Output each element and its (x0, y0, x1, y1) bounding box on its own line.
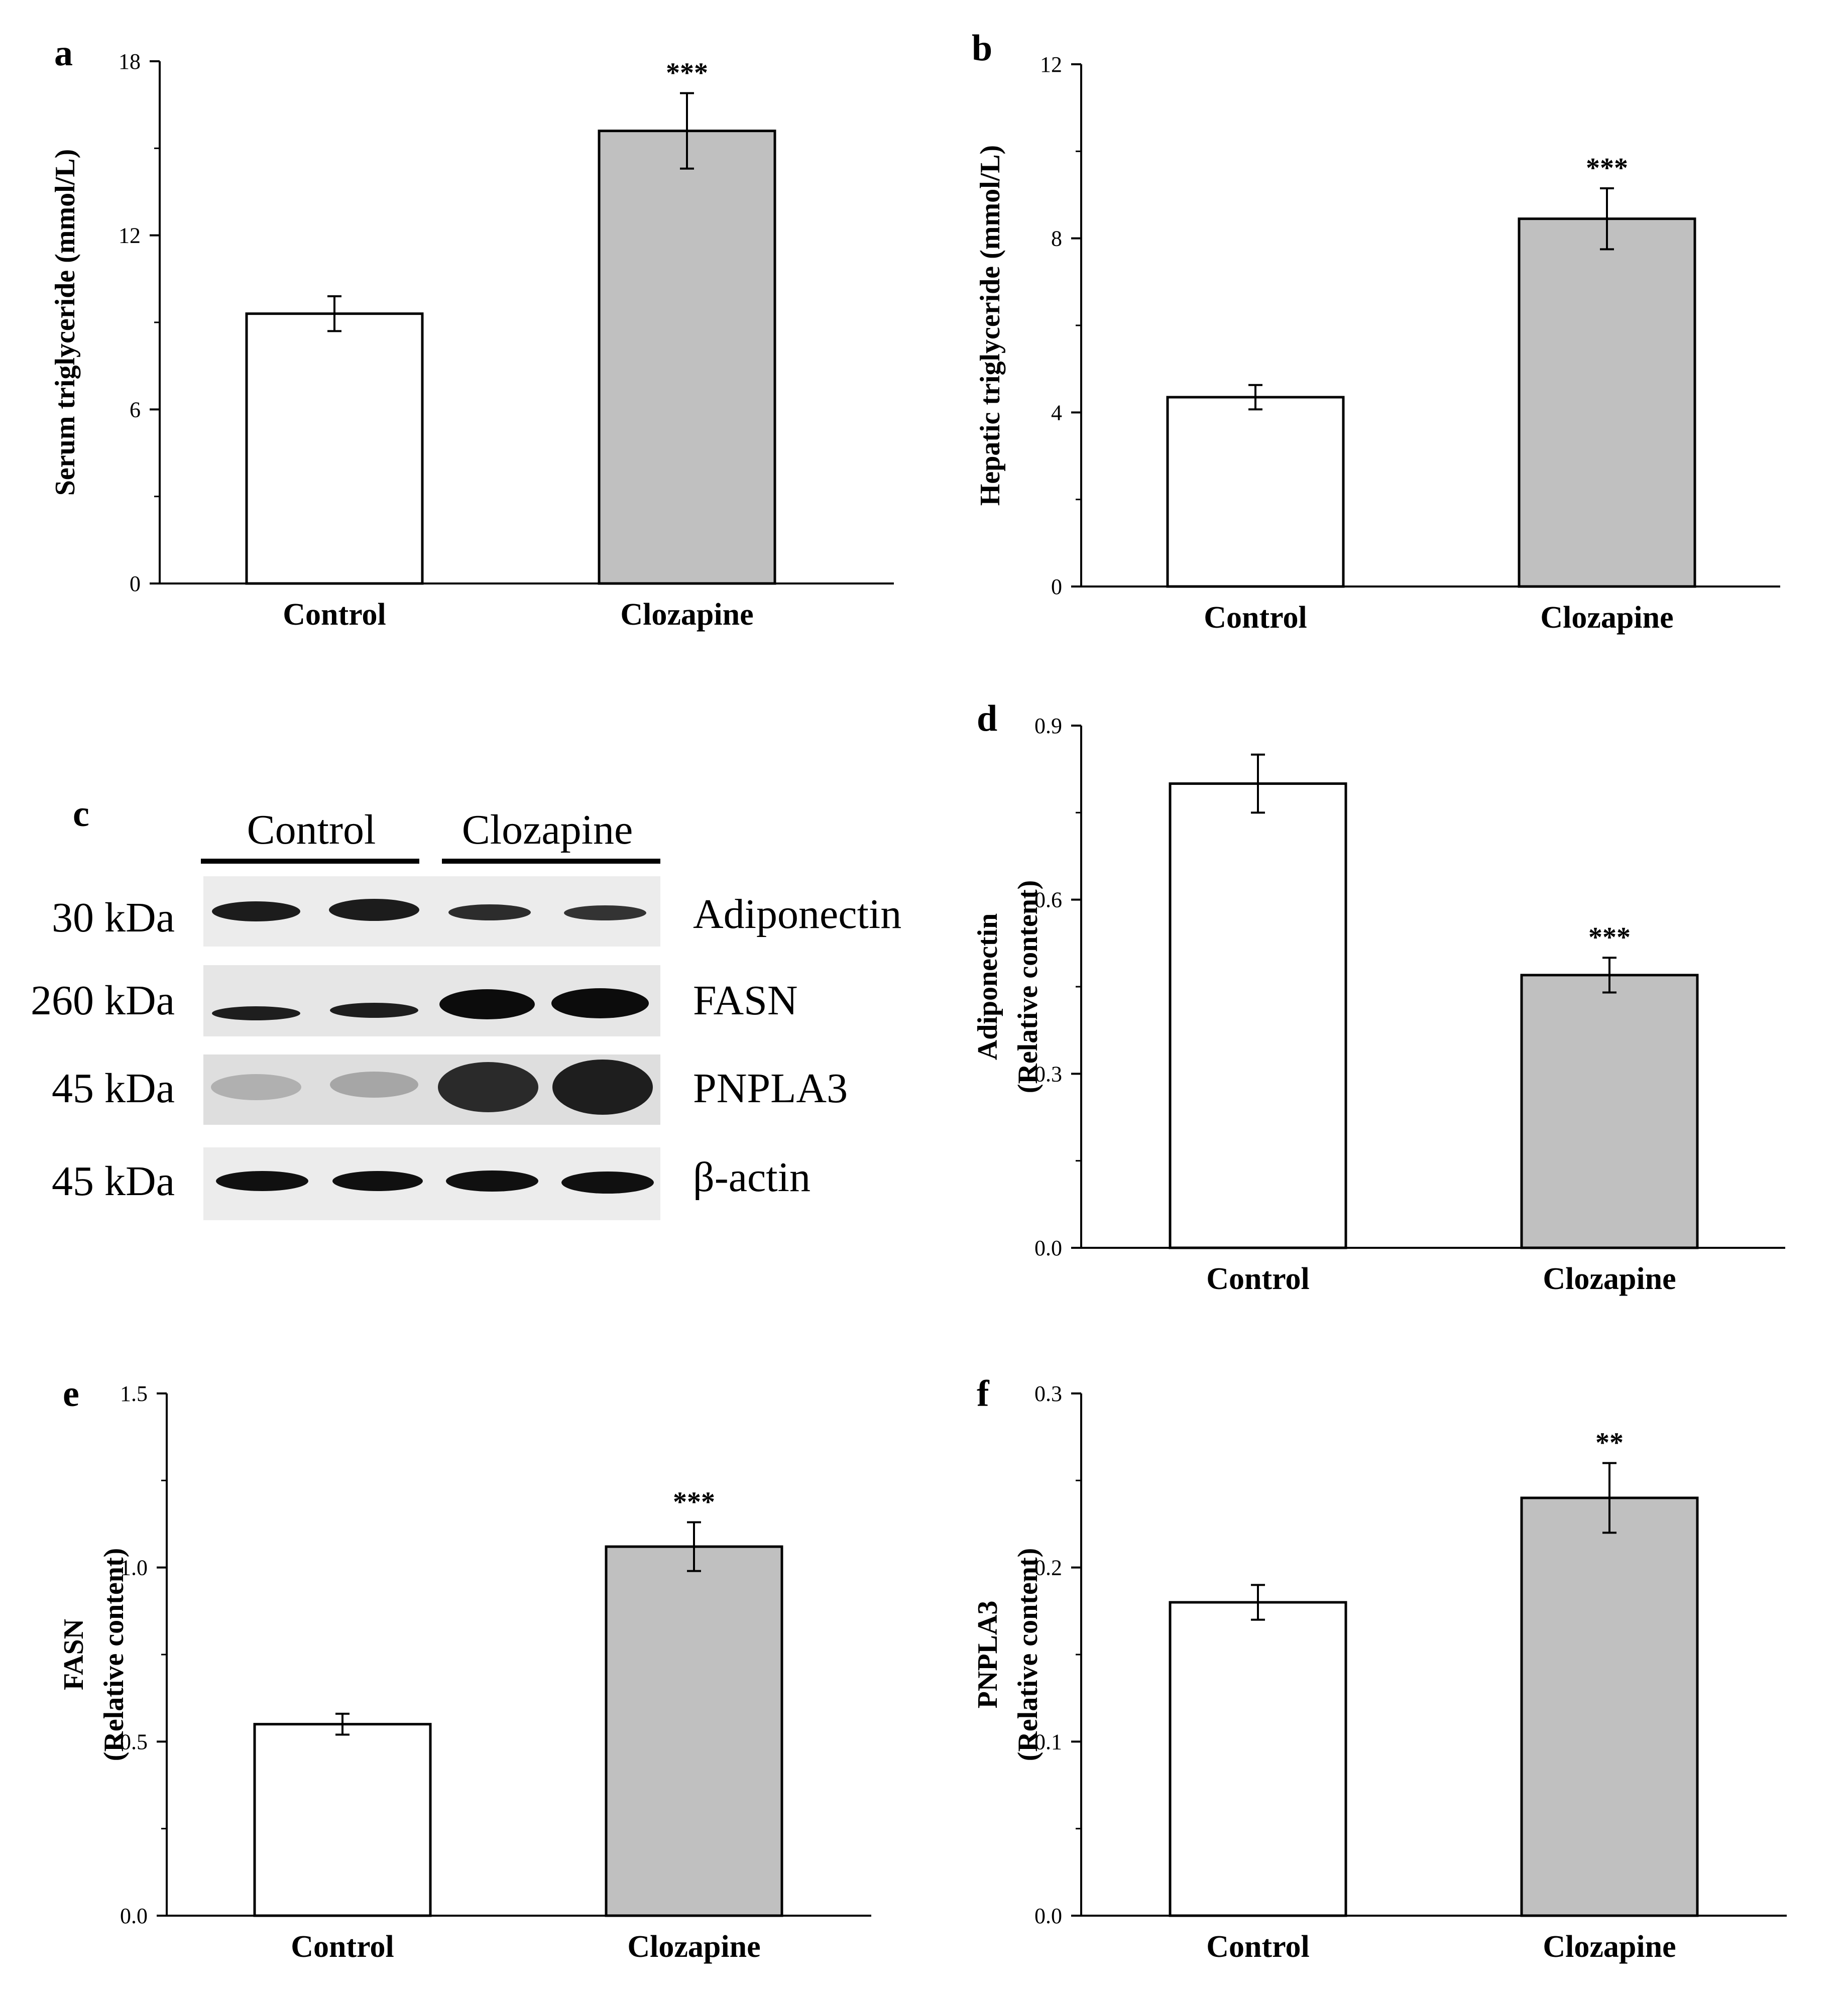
panel-letter-f: f (977, 1373, 990, 1415)
blot-band (216, 1171, 308, 1191)
blot-band (211, 1074, 301, 1100)
blot-marker-row-4: 45 kDa (52, 1158, 175, 1205)
blot-band (212, 901, 300, 921)
y-tick-label: 0.0 (120, 1904, 148, 1928)
category-label-clozapine: Clozapine (627, 1930, 760, 1964)
category-label-clozapine: Clozapine (1540, 601, 1673, 635)
blot-band (439, 989, 535, 1019)
blot-marker-row-1: 30 kDa (52, 894, 175, 941)
y-axis-title-line-2: (Relative content) (1012, 1548, 1044, 1762)
chart-b: 0 4 8 12 Control *** Clozapine Hepatic triglyce… (975, 52, 1780, 635)
y-axis-title-line-2: (Relative content) (1012, 880, 1044, 1094)
y-tick-label: 1.5 (120, 1381, 148, 1406)
y-tick-label: 0.6 (1034, 888, 1062, 912)
y-axis-title: Adiponectin (972, 913, 1003, 1061)
blot-band (330, 1003, 418, 1018)
significance-label: *** (666, 58, 708, 89)
y-axis-title: Hepatic triglyceride (mmol/L) (975, 145, 1006, 506)
blot-band (330, 1072, 418, 1098)
y-tick-label: 0.0 (1034, 1904, 1062, 1928)
chart-e: 0.0 0.5 1.0 1.5 Control *** Clozapine FASN (Rela… (58, 1381, 871, 1964)
blot-band (564, 905, 646, 920)
category-label-clozapine: Clozapine (620, 598, 753, 632)
y-tick-label: 18 (119, 49, 141, 74)
blot-band (551, 988, 649, 1018)
blot-protein-adiponectin: Adiponectin (693, 891, 901, 937)
y-tick-label: 12 (1040, 52, 1062, 77)
bar-control (1166, 396, 1345, 588)
category-label-clozapine: Clozapine (1543, 1930, 1676, 1964)
y-tick-label: 4 (1051, 400, 1062, 425)
y-axis-title: PNPLA3 (972, 1601, 1003, 1709)
y-axis-title-line-2: (Relative content) (98, 1548, 130, 1762)
y-tick-label: 12 (119, 223, 141, 248)
y-tick-label: 1.0 (120, 1556, 148, 1580)
blot-band (332, 1171, 423, 1191)
y-axis-title: FASN (58, 1619, 89, 1690)
blot-band (329, 899, 419, 921)
western-blot: Control Clozapine 30 kDa 260 kDa 45 kDa … (31, 806, 901, 1220)
blot-band (438, 1062, 538, 1112)
bar-clozapine (598, 130, 776, 585)
category-label-control: Control (1206, 1930, 1310, 1964)
bar-control (245, 312, 424, 585)
blot-band (448, 904, 531, 920)
blot-group-label-clozapine: Clozapine (462, 806, 633, 853)
category-label-control: Control (291, 1930, 394, 1964)
significance-label: ** (1595, 1428, 1624, 1459)
bar-clozapine (1520, 1496, 1699, 1917)
chart-d: 0.0 0.3 0.6 0.9 Control *** Clozapine Adiponect… (972, 714, 1785, 1296)
bar-control (1169, 782, 1347, 1249)
panel-letter-e: e (63, 1373, 79, 1415)
significance-label: *** (673, 1487, 715, 1518)
y-tick-label: 0.9 (1034, 714, 1062, 738)
significance-label: *** (1588, 922, 1631, 953)
blot-band (446, 1170, 538, 1192)
y-tick-label: 0.5 (120, 1729, 148, 1754)
chart-a: 0 6 12 18 Control *** Clozapine Serum triglycer… (50, 49, 894, 632)
category-label-control: Control (283, 598, 386, 632)
y-tick-label: 0.2 (1034, 1556, 1062, 1580)
blot-band (212, 1006, 300, 1020)
blot-band (552, 1060, 653, 1115)
blot-marker-row-3: 45 kDa (52, 1065, 175, 1112)
bar-control (253, 1723, 432, 1917)
blot-protein-pnpla3: PNPLA3 (693, 1065, 848, 1112)
y-tick-label: 0 (130, 571, 141, 596)
blot-group-label-control: Control (247, 806, 376, 853)
panel-letter-b: b (972, 28, 992, 69)
y-axis-title: Serum triglyceride (mmol/L) (50, 149, 81, 496)
bar-clozapine (1518, 217, 1696, 588)
y-tick-label: 0.0 (1034, 1236, 1062, 1260)
y-tick-label: 6 (130, 397, 141, 422)
bar-clozapine (605, 1545, 783, 1917)
y-tick-label: 0.3 (1034, 1062, 1062, 1086)
panel-letter-a: a (54, 33, 73, 74)
blot-protein-beta-actin: β-actin (693, 1154, 811, 1201)
y-tick-label: 8 (1051, 226, 1062, 251)
bar-clozapine (1520, 974, 1699, 1249)
blot-band (561, 1171, 654, 1194)
blot-marker-row-2: 260 kDa (31, 977, 175, 1024)
y-tick-label: 0.3 (1034, 1381, 1062, 1406)
category-label-clozapine: Clozapine (1543, 1262, 1676, 1296)
blot-protein-fasn: FASN (693, 977, 798, 1024)
y-tick-label: 0.1 (1034, 1729, 1062, 1754)
category-label-control: Control (1206, 1262, 1310, 1296)
bar-control (1169, 1601, 1347, 1917)
panel-letter-c: c (73, 793, 89, 835)
panel-letter-d: d (977, 698, 997, 739)
category-label-control: Control (1204, 601, 1307, 635)
chart-f: 0.0 0.1 0.2 0.3 Control ** Clozapine PNPLA3 (Rel… (972, 1381, 1787, 1964)
significance-label: *** (1586, 153, 1628, 184)
y-tick-label: 0 (1051, 574, 1062, 599)
